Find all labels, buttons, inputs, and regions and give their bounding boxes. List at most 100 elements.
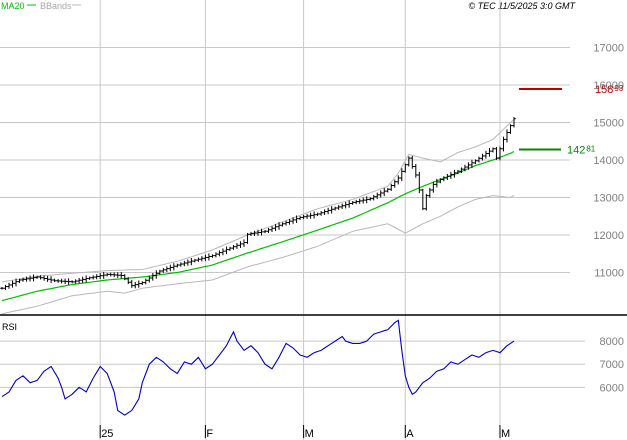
price-bar [17, 278, 22, 283]
price-bar [182, 260, 187, 267]
price-tick-label: 14000 [593, 155, 624, 167]
price-bar [477, 156, 481, 163]
price-bar [14, 278, 18, 287]
price-bar [158, 269, 162, 275]
price-bar [94, 274, 99, 280]
bbands-upper-line [1, 119, 515, 283]
price-bar [406, 156, 411, 167]
price-bar [350, 201, 355, 205]
price-bar [364, 196, 369, 204]
price-bar [382, 188, 387, 197]
price-bar [228, 246, 232, 251]
target-marker-green: 14281 [519, 144, 596, 156]
price-bar [115, 272, 120, 278]
price-bar [231, 244, 236, 250]
price-bar [0, 286, 4, 290]
price-bar [343, 201, 348, 209]
rsi-tick-label: 6000 [600, 382, 624, 394]
price-bar [361, 197, 366, 204]
price-tick-label: 12000 [593, 230, 624, 242]
price-bar [484, 150, 488, 159]
price-bar [21, 277, 25, 282]
price-bar [126, 277, 131, 285]
price-bar [512, 116, 516, 128]
price-bar [371, 194, 376, 201]
x-tick-label: M [305, 428, 314, 440]
price-bar [470, 159, 474, 169]
price-bar [456, 169, 460, 175]
price-bar [315, 212, 320, 216]
price-bar [196, 257, 201, 262]
price-bar [449, 171, 453, 179]
price-bar [70, 280, 74, 284]
price-bar [217, 250, 222, 257]
price-bar [319, 211, 323, 216]
price-bar [45, 275, 50, 282]
price-bar [392, 179, 397, 188]
x-tick-label: 25 [101, 428, 113, 440]
price-bar [7, 282, 11, 289]
price-bar [256, 229, 260, 236]
price-bar [238, 241, 243, 248]
price-bar [168, 264, 173, 272]
price-bar [399, 168, 404, 182]
price-bar [396, 175, 401, 185]
price-bar [378, 190, 383, 198]
price-grid: 11000 12000 13000 14000 15000 16000 17000 [0, 43, 624, 280]
price-bar [38, 275, 43, 280]
price-bar [501, 136, 506, 152]
price-bar [466, 162, 471, 170]
price-bar [280, 222, 285, 227]
price-tick-label: 11000 [594, 268, 624, 280]
price-bar [172, 263, 176, 271]
rsi-tick-label: 7000 [600, 359, 624, 371]
x-tick-label: M [501, 428, 510, 440]
price-bar [417, 171, 422, 194]
price-bar [119, 272, 124, 279]
price-tick-label: 15000 [593, 118, 624, 130]
price-bar [270, 226, 274, 232]
ma-legend-label: MA20 [1, 1, 25, 11]
price-bar [129, 280, 134, 288]
price-bar [24, 276, 29, 282]
price-bar [410, 155, 415, 169]
price-bar [298, 216, 302, 220]
price-bar [10, 280, 15, 288]
price-bar [452, 169, 457, 178]
price-bar [326, 207, 330, 215]
price-bar [235, 243, 239, 249]
price-bar [480, 153, 485, 161]
price-bar [101, 271, 106, 279]
price-tick-label: 17000 [593, 43, 624, 55]
price-bar [333, 206, 337, 211]
price-bar [329, 206, 334, 214]
price-bar [108, 272, 113, 277]
price-bar [385, 187, 390, 193]
price-bar [52, 278, 57, 283]
price-bar [266, 227, 271, 234]
price-bar [308, 212, 313, 219]
price-bar [354, 199, 358, 205]
price-bar [122, 274, 127, 281]
price-bar [491, 147, 495, 153]
red-marker-label: 15893 [595, 84, 624, 96]
price-bar [214, 252, 218, 258]
price-bar [59, 278, 64, 284]
price-bar [207, 253, 211, 261]
price-bar [28, 275, 32, 282]
bbands-legend-label: BBands [40, 1, 72, 11]
x-axis: 25 F M A M [99, 425, 510, 440]
price-bar [84, 275, 88, 283]
x-tick-label: F [206, 428, 213, 440]
price-bar [259, 228, 264, 236]
price-bar [494, 146, 499, 160]
price-bar [505, 129, 509, 143]
price-bar [414, 163, 418, 178]
vertical-grid [99, 0, 501, 440]
price-bar [421, 188, 425, 211]
price-bar [498, 146, 502, 161]
price-bar [143, 278, 148, 285]
copyright-notice: © TEC 11/5/2025 3:0 GMT [468, 1, 576, 11]
